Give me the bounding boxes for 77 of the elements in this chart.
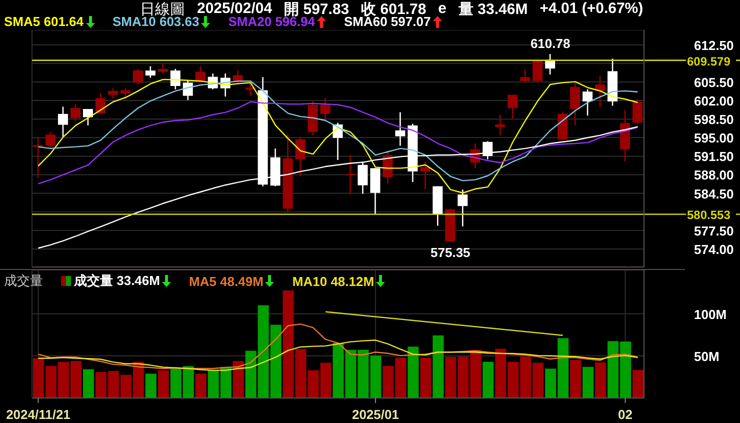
candlestick [582,88,593,116]
candlestick [320,97,330,122]
line-series [38,101,638,184]
candlestick [345,154,356,194]
y-tick-label: 100M [694,306,727,322]
candlestick [532,59,543,82]
y-tick-label: 595.00 [694,130,734,146]
bar [158,370,169,398]
text: 量 33.46M [458,0,528,19]
annotation: 610.78 [530,36,570,51]
text: 2025/02/04 [197,0,272,17]
y-tick-label: 577.50 [694,223,734,238]
bar [232,361,244,398]
candlestick [245,82,256,96]
text: SMA5 601.64 [4,14,84,29]
candlestick [508,94,518,120]
text: +4.01 (+0.67%) [540,0,644,19]
line-series [38,340,638,371]
candlestick [570,82,580,126]
candlestick [95,92,106,115]
candlestick [420,160,430,190]
bar [582,366,594,398]
bar [408,346,419,398]
candlestick [295,136,306,178]
candlestick [33,136,43,179]
candlestick [158,62,168,74]
candlestick [45,131,56,148]
candlestick [182,79,193,101]
text: 收 601.78 [361,0,426,18]
x-tick-label: 2025/01 [352,407,399,422]
x-tick-label: 02 [618,407,632,422]
bar [595,362,606,398]
bar [145,374,156,398]
bar [482,362,494,398]
bar [432,335,444,398]
y-tick-label: 605.50 [694,74,734,90]
candlestick [132,68,143,85]
chart-title: 日線圖 [140,0,185,18]
x-tick-label: 2024/11/21 [6,407,70,422]
line-series [38,323,638,370]
candlestick [482,140,493,160]
text: MA5 48.49M [188,274,264,288]
y-tick-label: 602.00 [694,94,734,109]
candlestick [120,88,130,100]
text: MA10 48.12M [292,274,376,288]
candlestick [145,66,156,78]
y-tick-label: 50M [694,348,720,364]
bar [82,369,94,398]
candlestick [520,68,530,84]
candlestick [58,106,68,138]
candlestick [108,88,118,100]
candlestick [232,70,243,84]
ref-line-label: 609.579 [687,54,731,68]
y-tick-label: 574.00 [694,242,734,257]
y-tick-label: 591.50 [694,149,734,164]
candlestick [495,114,506,136]
candlestick [358,160,368,194]
bar [632,370,644,398]
text: e [438,0,447,19]
legend-label: 成交量 33.46M [72,272,161,290]
candlestick [170,68,180,90]
bar [570,360,582,398]
annotation: 575.35 [430,245,470,260]
y-tick-label: 612.50 [694,38,734,53]
chart-title: 成交量 [4,272,43,290]
candlestick [632,98,643,124]
candlestick [82,108,93,126]
candlestick [395,112,406,146]
candlestick [70,103,80,122]
bar [195,374,206,398]
y-tick-label: 588.00 [694,168,734,183]
bar [420,358,432,398]
y-tick-label: 598.50 [694,112,734,128]
text: 開 597.83 [284,0,350,18]
candlestick [458,188,468,228]
y-tick-label: 584.50 [694,186,734,202]
ref-line-label: 580.553 [687,208,731,222]
